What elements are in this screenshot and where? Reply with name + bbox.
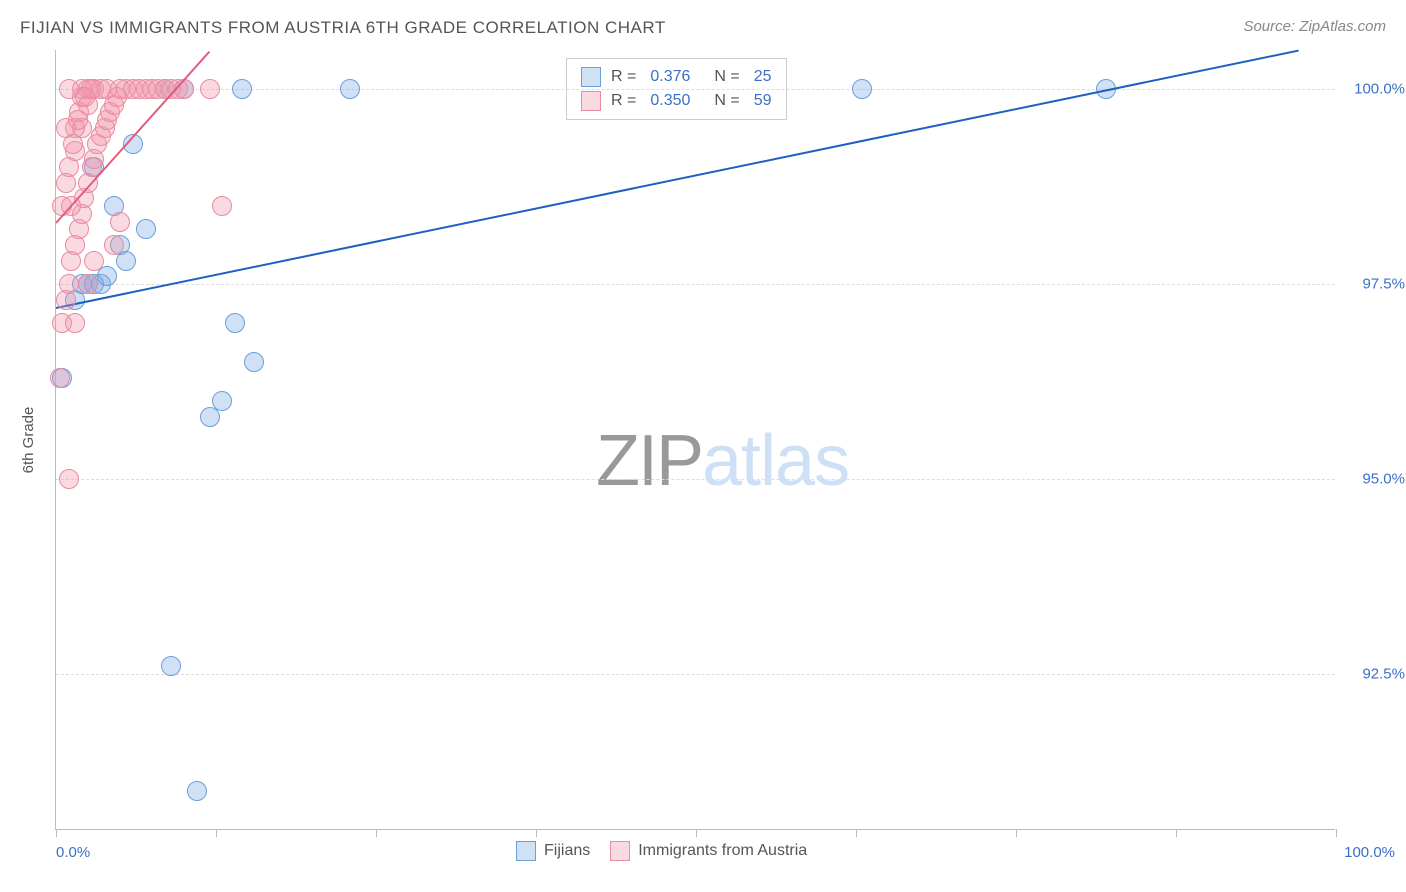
scatter-point: [59, 274, 79, 294]
scatter-point: [244, 352, 264, 372]
y-tick-label: 100.0%: [1354, 81, 1405, 98]
x-tick: [216, 829, 217, 837]
gridline: [56, 674, 1335, 675]
scatter-point: [78, 274, 98, 294]
legend-n-label: N =: [714, 68, 739, 86]
legend-series-item: Fijians: [516, 841, 590, 861]
legend-n-label: N =: [714, 92, 739, 110]
scatter-point: [110, 212, 130, 232]
legend-swatch: [581, 67, 601, 87]
scatter-point: [56, 173, 76, 193]
y-tick-label: 95.0%: [1362, 471, 1405, 488]
scatter-point: [340, 79, 360, 99]
scatter-point: [225, 313, 245, 333]
watermark-atlas: atlas: [702, 421, 849, 501]
legend-series-label: Immigrants from Austria: [638, 842, 807, 860]
scatter-point: [200, 79, 220, 99]
scatter-point: [59, 79, 79, 99]
scatter-point: [852, 79, 872, 99]
chart-title: FIJIAN VS IMMIGRANTS FROM AUSTRIA 6TH GR…: [20, 18, 666, 38]
gridline: [56, 479, 1335, 480]
scatter-point: [212, 391, 232, 411]
x-tick: [376, 829, 377, 837]
watermark-zip: ZIP: [596, 421, 702, 501]
legend-swatch: [516, 841, 536, 861]
scatter-point: [212, 196, 232, 216]
scatter-point: [116, 251, 136, 271]
scatter-point: [187, 781, 207, 801]
x-tick: [1016, 829, 1017, 837]
watermark: ZIPatlas: [596, 420, 849, 502]
legend-series-label: Fijians: [544, 842, 590, 860]
scatter-point: [232, 79, 252, 99]
legend-swatch: [610, 841, 630, 861]
scatter-point: [97, 266, 117, 286]
scatter-point: [136, 219, 156, 239]
source-label: Source: ZipAtlas.com: [1243, 18, 1386, 35]
x-tick: [536, 829, 537, 837]
chart-container: FIJIAN VS IMMIGRANTS FROM AUSTRIA 6TH GR…: [0, 0, 1406, 892]
legend-n-value: 25: [754, 68, 772, 86]
legend-series: Fijians Immigrants from Austria: [516, 841, 807, 861]
plot-area: ZIPatlas 0.0% 100.0% R =0.376N =25R =0.3…: [55, 50, 1335, 830]
gridline: [56, 284, 1335, 285]
scatter-point: [104, 235, 124, 255]
x-tick: [696, 829, 697, 837]
x-tick: [56, 829, 57, 837]
legend-series-item: Immigrants from Austria: [610, 841, 807, 861]
x-min-label: 0.0%: [56, 844, 90, 861]
legend-stats-row: R = 0.376 N = 25: [581, 65, 772, 89]
x-max-label: 100.0%: [1344, 844, 1395, 861]
x-tick: [1176, 829, 1177, 837]
scatter-point: [65, 313, 85, 333]
x-tick: [1336, 829, 1337, 837]
legend-n-value: 59: [754, 92, 772, 110]
legend-r-label: R =: [611, 92, 636, 110]
y-tick-label: 97.5%: [1362, 276, 1405, 293]
scatter-point: [161, 656, 181, 676]
legend-swatch: [581, 91, 601, 111]
scatter-point: [56, 118, 76, 138]
scatter-point: [59, 469, 79, 489]
legend-r-label: R =: [611, 68, 636, 86]
y-axis-label: 6th Grade: [20, 407, 37, 474]
x-tick: [856, 829, 857, 837]
scatter-point: [50, 368, 70, 388]
y-tick-label: 92.5%: [1362, 666, 1405, 683]
scatter-point: [81, 79, 101, 99]
legend-r-value: 0.350: [650, 92, 690, 110]
scatter-point: [84, 251, 104, 271]
legend-r-value: 0.376: [650, 68, 690, 86]
legend-stats-row: R = 0.350 N = 59: [581, 89, 772, 113]
